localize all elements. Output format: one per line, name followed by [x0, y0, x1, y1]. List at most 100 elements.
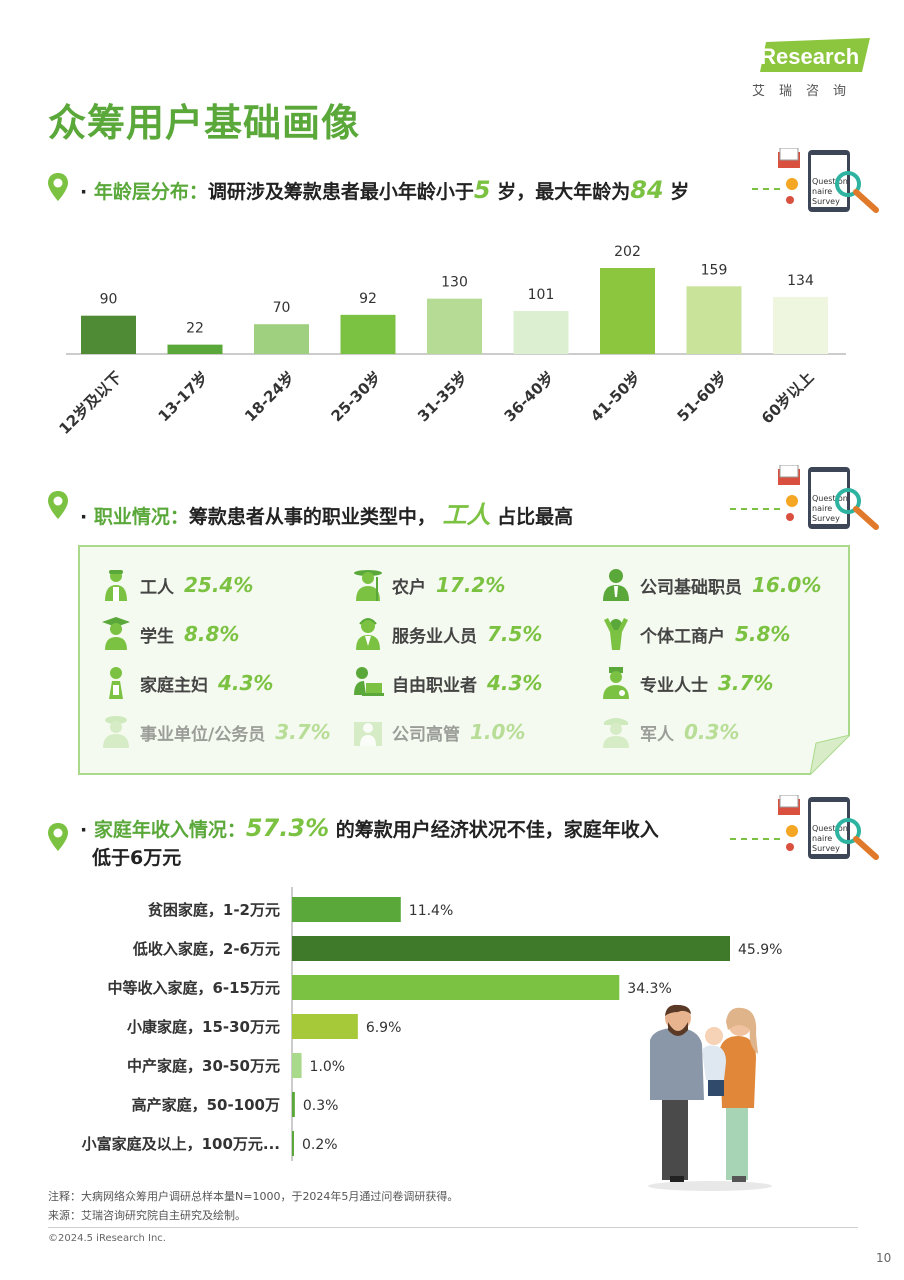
- occupation-percent: 4.3%: [218, 671, 274, 695]
- sample-note: 注释：大病网络众筹用户调研总样本量N=1000，于2024年5月通过问卷调研获得…: [48, 1190, 459, 1203]
- dashed-connector: [752, 188, 780, 190]
- occupation-grid: 工人 25.4% 农户 17.2% 公司基础职员 16.0% 学生 8.8% 服务业人员 7.5%…: [100, 565, 840, 761]
- heading-bullet: ·: [80, 181, 88, 203]
- occupation-label: 自由职业者: [392, 675, 477, 696]
- page-curl-decoration: [810, 735, 850, 775]
- occupation-label: 专业人士: [640, 675, 708, 696]
- occupation-label: 农户: [392, 577, 426, 598]
- occupation-item: 服务业人员 7.5%: [352, 614, 542, 654]
- top-occupation-highlight: 工人: [442, 501, 491, 529]
- age-category-label: 36-40岁: [501, 368, 558, 425]
- income-bar: [292, 897, 401, 922]
- income-bar: [292, 936, 730, 961]
- survey-icon: Question naire Survey: [778, 795, 879, 860]
- source-note: 来源：艾瑞咨询研究院自主研究及绘制。: [48, 1209, 246, 1222]
- age-bar-value-label: 92: [359, 291, 377, 307]
- age-bar-value-label: 90: [100, 292, 118, 308]
- occupation-item: 军人 0.3%: [600, 712, 739, 752]
- survey-text: Question: [812, 177, 848, 186]
- occupation-label: 公司高管: [392, 724, 460, 745]
- age-bar-value-label: 70: [273, 300, 291, 316]
- copyright: ©2024.5 iResearch Inc.: [48, 1233, 166, 1244]
- occupation-percent: 1.0%: [470, 720, 526, 744]
- dashed-connector: [730, 838, 780, 840]
- farmer-icon: [354, 570, 382, 601]
- heading-text: 调研涉及筹款患者最小年龄小于: [207, 181, 474, 203]
- heading-text: 占比最高: [497, 506, 574, 528]
- service-icon: [356, 618, 380, 650]
- heading-text: 岁: [670, 181, 690, 203]
- age-bar-value-label: 130: [441, 275, 468, 291]
- occupation-percent: 3.7%: [718, 671, 774, 695]
- footer-divider: [48, 1227, 858, 1228]
- occupation-label: 军人: [640, 724, 674, 745]
- age-category-label: 12岁及以下: [55, 368, 125, 438]
- income-category-label: 贫困家庭，1-2万元: [148, 901, 280, 919]
- max-age-value: 84: [630, 176, 664, 204]
- location-pin-icon: [48, 491, 68, 519]
- age-bar-value-label: 101: [528, 287, 555, 303]
- age-bar: [513, 311, 569, 354]
- occupation-item: 事业单位/公务员 3.7%: [100, 712, 331, 752]
- heading-text: 的筹款用户经济状况不佳，家庭年收入: [335, 819, 659, 841]
- occupation-percent: 7.5%: [487, 622, 543, 646]
- staff-icon: [603, 569, 629, 601]
- heading-label: 家庭年收入情况：: [93, 819, 246, 841]
- heading-bullet: ·: [80, 506, 88, 528]
- occupation-percent: 0.3%: [684, 720, 740, 744]
- age-bar-value-label: 202: [614, 244, 641, 260]
- survey-text: Survey: [812, 514, 840, 523]
- family-illustration: [648, 1004, 772, 1191]
- income-value-label: 0.3%: [303, 1098, 339, 1114]
- heading-text: 岁，最大年龄为: [497, 181, 631, 203]
- occupation-label: 学生: [140, 626, 174, 647]
- occupation-section-heading: · 职业情况：筹款患者从事的职业类型中， 工人 占比最高: [80, 495, 573, 530]
- age-bar: [773, 296, 828, 354]
- page-title: 众筹用户基础画像: [48, 101, 361, 145]
- survey-text: naire: [812, 834, 832, 843]
- income-value-label: 1.0%: [310, 1059, 346, 1075]
- housewife-icon: [109, 667, 123, 699]
- occupation-percent: 17.2%: [436, 573, 506, 597]
- occupation-item: 公司高管 1.0%: [352, 712, 525, 752]
- age-category-label: 51-60岁: [674, 368, 731, 425]
- occupation-percent: 4.3%: [487, 671, 543, 695]
- income-value-label: 34.3%: [627, 981, 671, 997]
- heading-bullet: ·: [80, 819, 88, 841]
- income-bar: [292, 1131, 294, 1156]
- self-employed-icon: [604, 618, 628, 650]
- income-category-label: 高产家庭，50-100万: [132, 1096, 280, 1114]
- income-category-label: 小康家庭，15-30万元: [127, 1018, 280, 1036]
- age-section-heading: · 年龄层分布：调研涉及筹款患者最小年龄小于5 岁，最大年龄为84 岁: [80, 176, 689, 204]
- age-bar-value-label: 134: [787, 273, 814, 289]
- age-bar: [254, 324, 309, 354]
- occupation-percent: 3.7%: [275, 720, 331, 744]
- income-category-label: 中产家庭，30-50万元: [127, 1057, 280, 1075]
- occupation-percent: 8.8%: [184, 622, 240, 646]
- low-income-share-highlight: 57.3%: [245, 814, 330, 842]
- survey-icon: Question naire Survey: [778, 465, 879, 530]
- heading-label: 年龄层分布：: [93, 181, 208, 203]
- occupation-label: 工人: [140, 577, 174, 598]
- student-icon: [102, 617, 130, 650]
- age-bar: [167, 344, 223, 354]
- income-bar: [292, 1053, 302, 1078]
- age-bar: [81, 315, 136, 354]
- occupation-percent: 16.0%: [752, 573, 822, 597]
- income-section-heading: · 家庭年收入情况：57.3% 的筹款用户经济状况不佳，家庭年收入 低于6万元: [80, 814, 659, 872]
- occupation-item: 个体工商户 5.8%: [600, 614, 790, 654]
- occupation-panel: 工人 25.4% 农户 17.2% 公司基础职员 16.0% 学生 8.8% 服务业人员 7.5%…: [78, 545, 850, 775]
- occupation-item: 农户 17.2%: [352, 565, 505, 605]
- logo-brand-text: iResearch: [754, 44, 859, 69]
- income-bar-chart: 贫困家庭，1-2万元 11.4% 低收入家庭，2-6万元 45.9% 中等收入家庭，6-…: [82, 887, 782, 1161]
- survey-text: Question: [812, 494, 848, 503]
- survey-text: naire: [812, 187, 832, 196]
- age-bar: [427, 298, 482, 354]
- age-category-label: 41-50岁: [587, 368, 644, 425]
- age-bar: [340, 314, 396, 354]
- occupation-item: 家庭主妇 4.3%: [100, 663, 273, 703]
- age-bar-value-label: 159: [701, 262, 728, 278]
- page-number: 10: [876, 1251, 892, 1265]
- age-category-label: 60岁以上: [758, 368, 817, 427]
- occupation-item: 专业人士 3.7%: [600, 663, 773, 703]
